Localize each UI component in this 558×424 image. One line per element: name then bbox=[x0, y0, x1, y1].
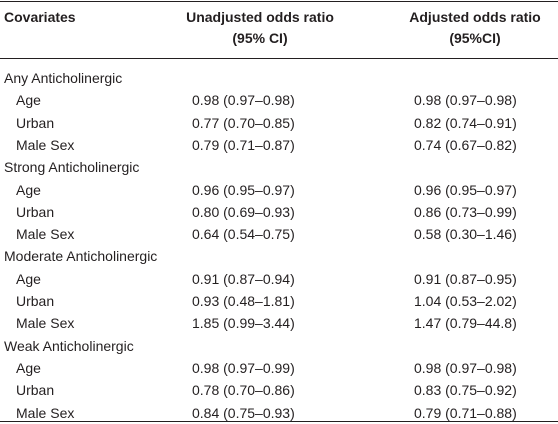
unadjusted-or-cell: 0.79 (0.71–0.87) bbox=[192, 136, 295, 153]
header-adjusted: Adjusted odds ratio (95%CI) bbox=[395, 7, 555, 49]
adjusted-or-cell: 0.58 (0.30–1.46) bbox=[414, 226, 517, 243]
adjusted-or-cell: 0.74 (0.67–0.82) bbox=[414, 136, 517, 153]
group-label: Moderate Anticholinergic bbox=[4, 248, 158, 265]
covariate-cell: Urban bbox=[16, 203, 55, 220]
header-adjusted-line1: Adjusted odds ratio bbox=[409, 9, 541, 25]
covariate-cell: Urban bbox=[16, 382, 55, 399]
covariate-cell: Age bbox=[16, 359, 41, 376]
covariate-cell: Male Sex bbox=[16, 315, 75, 332]
covariate-cell: Male Sex bbox=[16, 226, 75, 243]
unadjusted-or-cell: 0.91 (0.87–0.94) bbox=[192, 270, 295, 287]
adjusted-or-cell: 0.91 (0.87–0.95) bbox=[414, 270, 517, 287]
adjusted-or-cell: 1.04 (0.53–2.02) bbox=[414, 293, 517, 309]
header-unadjusted: Unadjusted odds ratio (95% CI) bbox=[150, 7, 370, 49]
unadjusted-or-cell: 0.78 (0.70–0.86) bbox=[192, 382, 295, 399]
top-rule bbox=[0, 1, 558, 2]
covariate-cell: Male Sex bbox=[16, 136, 75, 153]
adjusted-or-cell: 0.98 (0.97–0.98) bbox=[414, 92, 517, 109]
covariate-cell: Age bbox=[16, 270, 41, 287]
header-rule bbox=[0, 58, 558, 59]
unadjusted-or-cell: 0.64 (0.54–0.75) bbox=[192, 226, 295, 243]
adjusted-or-cell: 1.47 (0.79–44.8) bbox=[414, 315, 517, 332]
unadjusted-or-cell: 0.98 (0.97–0.98) bbox=[192, 92, 295, 109]
header-covariates: Covariates bbox=[4, 9, 76, 25]
covariate-cell: Age bbox=[16, 92, 41, 109]
header-adjusted-line2: (95%CI) bbox=[449, 30, 501, 46]
bottom-rule bbox=[0, 421, 558, 422]
adjusted-or-cell: 0.83 (0.75–0.92) bbox=[414, 382, 517, 399]
adjusted-or-cell: 0.96 (0.95–0.97) bbox=[414, 181, 517, 198]
unadjusted-or-cell: 0.93 (0.48–1.81) bbox=[192, 293, 295, 309]
header-unadjusted-line2: (95% CI) bbox=[232, 30, 288, 46]
unadjusted-or-cell: 0.84 (0.75–0.93) bbox=[192, 404, 295, 421]
group-label: Strong Anticholinergic bbox=[4, 159, 140, 176]
covariate-cell: Urban bbox=[16, 114, 55, 131]
adjusted-or-cell: 0.86 (0.73–0.99) bbox=[414, 203, 517, 220]
unadjusted-or-cell: 0.98 (0.97–0.99) bbox=[192, 359, 295, 376]
covariate-cell: Male Sex bbox=[16, 404, 75, 421]
unadjusted-or-cell: 0.96 (0.95–0.97) bbox=[192, 181, 295, 198]
covariate-cell: Age bbox=[16, 181, 41, 198]
unadjusted-or-cell: 0.80 (0.69–0.93) bbox=[192, 203, 295, 220]
group-label: Any Anticholinergic bbox=[4, 70, 123, 86]
header-unadjusted-line1: Unadjusted odds ratio bbox=[186, 9, 334, 25]
group-label: Weak Anticholinergic bbox=[4, 337, 134, 354]
unadjusted-or-cell: 0.77 (0.70–0.85) bbox=[192, 114, 295, 131]
adjusted-or-cell: 0.82 (0.74–0.91) bbox=[414, 114, 517, 131]
unadjusted-or-cell: 1.85 (0.99–3.44) bbox=[192, 315, 295, 332]
adjusted-or-cell: 0.98 (0.97–0.98) bbox=[414, 359, 517, 376]
adjusted-or-cell: 0.79 (0.71–0.88) bbox=[414, 404, 517, 421]
covariate-cell: Urban bbox=[16, 293, 55, 309]
